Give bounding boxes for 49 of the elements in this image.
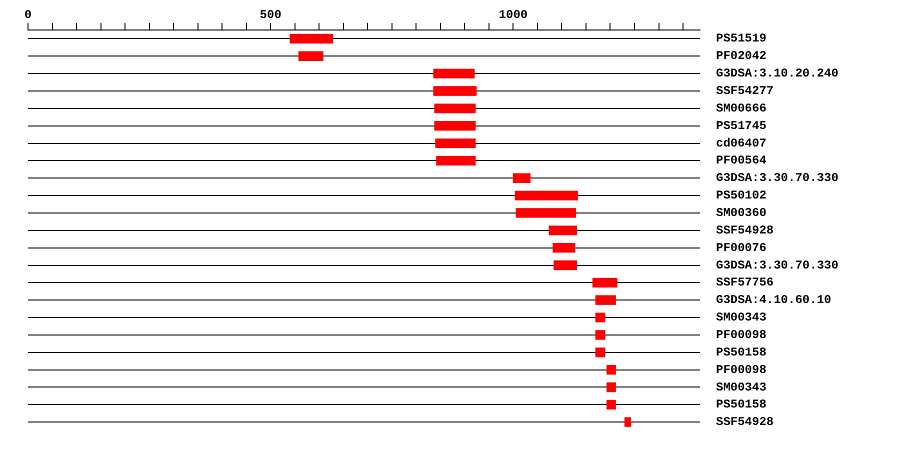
y-tick-label: cd06407 xyxy=(716,136,766,150)
x-tick-label: 1000 xyxy=(498,8,528,22)
bar xyxy=(606,400,616,410)
y-tick-label: PS50158 xyxy=(716,398,766,412)
bar xyxy=(436,156,476,166)
bar xyxy=(548,226,578,236)
y-tick-label: SM00360 xyxy=(716,206,766,220)
y-tick-label: PS51745 xyxy=(716,118,766,133)
x-tick-label: 500 xyxy=(260,8,282,22)
y-tick-label: SM00343 xyxy=(716,310,766,325)
y-tick-label: SSF54277 xyxy=(716,84,774,98)
bar xyxy=(434,104,476,114)
bar xyxy=(516,208,576,218)
y-tick-label: SSF57756 xyxy=(716,276,774,290)
y-tick-label: G3DSA:3.30.70.330 xyxy=(716,258,838,272)
bar xyxy=(595,348,606,358)
bar xyxy=(435,138,476,148)
y-tick-label: G3DSA:3.30.70.330 xyxy=(716,171,838,186)
y-tick-label: PF02042 xyxy=(716,49,766,64)
bar xyxy=(552,242,576,253)
y-tick-label: PS50158 xyxy=(716,345,766,360)
y-tick-label: G3DSA:4.10.60.10 xyxy=(716,293,832,308)
x-tick-label: 0 xyxy=(24,8,32,22)
bar xyxy=(606,364,616,375)
y-tick-label: SM00343 xyxy=(716,380,766,394)
y-tick-label: PF00564 xyxy=(716,154,766,168)
y-tick-label: SM00666 xyxy=(716,101,766,116)
y-tick-label: SSF54928 xyxy=(716,223,774,238)
y-tick-label: PS51519 xyxy=(716,32,766,46)
y-tick-label: PS50102 xyxy=(716,188,766,203)
y-tick-label: PF00076 xyxy=(716,240,766,255)
y-tick-label: PF00098 xyxy=(716,362,766,377)
bar xyxy=(595,295,616,305)
bar xyxy=(592,278,618,288)
bar xyxy=(624,417,631,427)
bar xyxy=(434,121,476,131)
bar xyxy=(606,382,616,392)
bar xyxy=(595,312,606,322)
bar xyxy=(433,68,475,78)
y-tick-label: SSF54928 xyxy=(716,415,774,430)
y-tick-label: G3DSA:3.10.20.240 xyxy=(716,66,838,81)
y-tick-label: PF00098 xyxy=(716,328,766,342)
bar xyxy=(433,86,477,96)
bar xyxy=(514,190,578,200)
bar xyxy=(554,260,578,270)
bar xyxy=(512,173,531,183)
bar xyxy=(595,330,606,340)
bar xyxy=(290,34,334,44)
bar xyxy=(298,51,324,61)
